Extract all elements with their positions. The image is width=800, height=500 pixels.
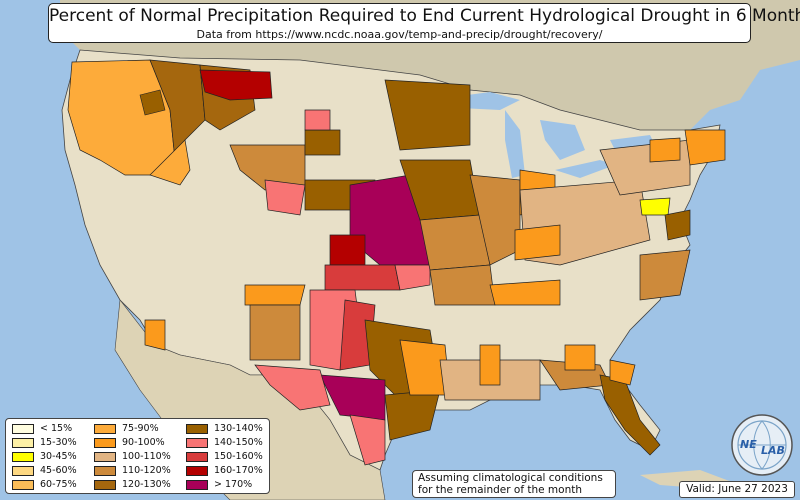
region-arizona-orange [144, 319, 166, 351]
legend-item: 60-75% [12, 479, 77, 490]
region-texas-southwest-pink [254, 364, 331, 411]
region-sd-brown [304, 129, 341, 156]
mexico-landmass [114, 299, 386, 500]
legend-label: 150-160% [214, 451, 263, 462]
region-tennessee-orange [489, 279, 561, 306]
legend-item: 100-110% [94, 451, 171, 462]
region-south-texas-pink [349, 414, 386, 466]
region-arkansas-brown [429, 264, 496, 306]
globe-meridian [753, 420, 771, 470]
legend-item: 90-100% [94, 437, 165, 448]
region-missouri-brown [419, 214, 491, 271]
region-georgia-orange [564, 344, 596, 371]
legend-item: 140-150% [186, 437, 263, 448]
page-subtitle: Data from https://www.ncdc.noaa.gov/temp… [196, 28, 603, 41]
legend-label: 45-60% [40, 465, 77, 476]
legend-label: 110-120% [122, 465, 171, 476]
legend-item: 130-140% [186, 423, 263, 434]
region-carolina-brown [639, 249, 691, 301]
legend-item: 150-160% [186, 451, 263, 462]
legend-label: 140-150% [214, 437, 263, 448]
page-title: Percent of Normal Precipitation Required… [49, 6, 800, 26]
legend-label: 60-75% [40, 479, 77, 490]
legend-label: > 170% [214, 479, 253, 490]
legend-swatch [94, 437, 116, 448]
legend-label: 100-110% [122, 451, 171, 462]
region-oklahoma-red [324, 264, 401, 291]
legend-swatch [12, 437, 34, 448]
legend-swatch [94, 423, 116, 434]
region-nm-orange [244, 284, 306, 306]
legend-item: 30-45% [12, 451, 77, 462]
region-kentucky-orange [514, 224, 561, 261]
note-box: Assuming climatological conditions for t… [412, 470, 616, 498]
region-colorado-pink [264, 179, 306, 216]
region-maryland-yellow [639, 197, 671, 216]
region-mississippi-orange [479, 344, 501, 386]
legend-swatch [94, 465, 116, 476]
region-ny-orange [649, 137, 681, 163]
valid-date: Valid: June 27 2023 [679, 481, 795, 498]
legend-swatch [186, 451, 208, 462]
logo-text-right: LAB [761, 444, 785, 457]
note-line-1: Assuming climatological conditions [418, 472, 603, 484]
legend-label: 30-45% [40, 451, 77, 462]
legend-item: 45-60% [12, 465, 77, 476]
legend-swatch [186, 437, 208, 448]
region-montana-north [199, 69, 273, 101]
logo: NE LAB [731, 414, 793, 476]
legend-item: 120-130% [94, 479, 171, 490]
region-florida-orange [609, 359, 636, 386]
drought-regions [67, 59, 726, 466]
region-minnesota-brown [384, 79, 471, 151]
legend-item: < 15% [12, 423, 72, 434]
legend-label: 160-170% [214, 465, 263, 476]
legend-item: 110-120% [94, 465, 171, 476]
legend-swatch [186, 479, 208, 490]
legend-item: 15-30% [12, 437, 77, 448]
region-kansas-darkred [329, 234, 366, 266]
legend-swatch [12, 451, 34, 462]
legend-label: 75-90% [122, 423, 159, 434]
legend-item: 160-170% [186, 465, 263, 476]
legend-label: 90-100% [122, 437, 165, 448]
region-oklahoma-pink [394, 264, 431, 291]
region-oregon-brown [139, 89, 166, 116]
legend-swatch [186, 423, 208, 434]
legend-label: 130-140% [214, 423, 263, 434]
title-box: Percent of Normal Precipitation Required… [48, 3, 800, 43]
region-newengland-orange [684, 129, 726, 166]
legend-swatch [94, 451, 116, 462]
region-florida-brown [599, 374, 661, 456]
legend-swatch [12, 423, 34, 434]
legend-swatch [12, 465, 34, 476]
region-nd-pink [304, 109, 331, 131]
logo-text-left: NE [740, 438, 757, 451]
region-oregon-east [149, 139, 191, 186]
note-line-2: for the remainder of the month [418, 484, 583, 496]
legend-label: 15-30% [40, 437, 77, 448]
legend-item: > 170% [186, 479, 252, 490]
legend: < 15% 15-30% 30-45% 45-60% 60-75% 75-90% 90-10… [5, 418, 270, 494]
region-nm-brown [249, 304, 301, 361]
region-virginia-brown [664, 209, 691, 241]
legend-label: 120-130% [122, 479, 171, 490]
legend-label: < 15% [40, 423, 73, 434]
legend-swatch [12, 479, 34, 490]
legend-swatch [94, 479, 116, 490]
legend-swatch [186, 465, 208, 476]
legend-item: 75-90% [94, 423, 159, 434]
